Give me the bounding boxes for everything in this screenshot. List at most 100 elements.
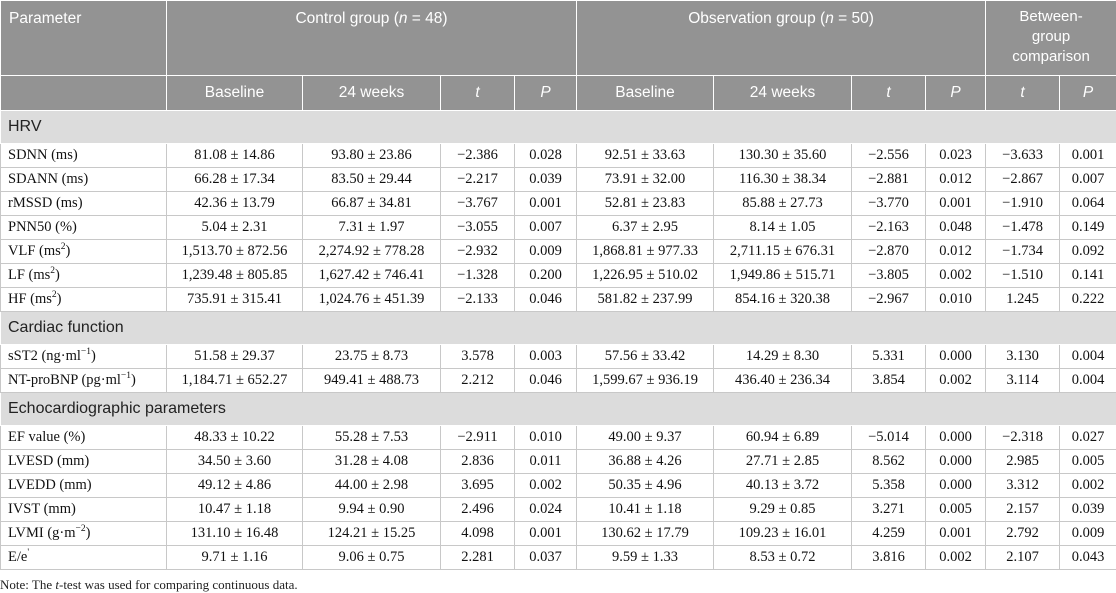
header-subcolumn-empty bbox=[1, 76, 167, 111]
value-cell: 0.001 bbox=[515, 522, 577, 546]
parameter-name: LVMI (g·m bbox=[8, 525, 76, 541]
parameter-unit-superscript: −1 bbox=[81, 347, 91, 357]
parameter-name-cell: rMSSD (ms) bbox=[1, 192, 167, 216]
value-cell: 124.21 ± 15.25 bbox=[303, 522, 441, 546]
results-table: Parameter Control group (n = 48) Observa… bbox=[0, 0, 1116, 570]
value-cell: −2.867 bbox=[986, 168, 1060, 192]
value-cell: 73.91 ± 32.00 bbox=[577, 168, 714, 192]
header-observation-p: P bbox=[926, 76, 986, 111]
value-cell: 0.000 bbox=[926, 345, 986, 369]
value-cell: 0.002 bbox=[926, 264, 986, 288]
value-cell: −3.767 bbox=[441, 192, 515, 216]
value-cell: 2.792 bbox=[986, 522, 1060, 546]
value-cell: 131.10 ± 16.48 bbox=[167, 522, 303, 546]
value-cell: 9.94 ± 0.90 bbox=[303, 498, 441, 522]
value-cell: 0.001 bbox=[926, 522, 986, 546]
value-cell: 0.092 bbox=[1060, 240, 1116, 264]
value-cell: 0.000 bbox=[926, 426, 986, 450]
value-cell: 0.001 bbox=[1060, 144, 1116, 168]
value-cell: 0.039 bbox=[515, 168, 577, 192]
header-row-subcolumns: Baseline 24 weeks t P Baseline 24 weeks … bbox=[1, 76, 1116, 111]
parameter-name-cell: EF value (%) bbox=[1, 426, 167, 450]
value-cell: 0.046 bbox=[515, 288, 577, 312]
value-cell: 0.023 bbox=[926, 144, 986, 168]
value-cell: 0.001 bbox=[515, 192, 577, 216]
section-title: Cardiac function bbox=[1, 312, 1116, 345]
value-cell: 1,868.81 ± 977.33 bbox=[577, 240, 714, 264]
value-cell: 9.06 ± 0.75 bbox=[303, 546, 441, 570]
value-cell: 10.47 ± 1.18 bbox=[167, 498, 303, 522]
value-cell: 0.005 bbox=[926, 498, 986, 522]
value-cell: 0.037 bbox=[515, 546, 577, 570]
value-cell: 2.281 bbox=[441, 546, 515, 570]
header-comparison-p: P bbox=[1060, 76, 1116, 111]
value-cell: 60.94 ± 6.89 bbox=[714, 426, 852, 450]
value-cell: 0.141 bbox=[1060, 264, 1116, 288]
value-cell: 130.30 ± 35.60 bbox=[714, 144, 852, 168]
value-cell: 0.007 bbox=[1060, 168, 1116, 192]
value-cell: 0.064 bbox=[1060, 192, 1116, 216]
header-control-24weeks: 24 weeks bbox=[303, 76, 441, 111]
parameter-unit-superscript: −1 bbox=[121, 371, 131, 381]
value-cell: 0.012 bbox=[926, 240, 986, 264]
value-cell: 4.098 bbox=[441, 522, 515, 546]
value-cell: 0.004 bbox=[1060, 345, 1116, 369]
value-cell: −3.055 bbox=[441, 216, 515, 240]
parameter-name: HF (ms bbox=[8, 291, 52, 307]
value-cell: 85.88 ± 27.73 bbox=[714, 192, 852, 216]
parameter-name: LVESD (mm) bbox=[8, 453, 89, 469]
value-cell: 92.51 ± 33.63 bbox=[577, 144, 714, 168]
parameter-name: SDNN (ms) bbox=[8, 147, 78, 163]
value-cell: 50.35 ± 4.96 bbox=[577, 474, 714, 498]
value-cell: 0.000 bbox=[926, 474, 986, 498]
section-title: Echocardiographic parameters bbox=[1, 393, 1116, 426]
value-cell: −2.163 bbox=[852, 216, 926, 240]
parameter-name-cell: VLF (ms2) bbox=[1, 240, 167, 264]
value-cell: 3.130 bbox=[986, 345, 1060, 369]
value-cell: 2,274.92 ± 778.28 bbox=[303, 240, 441, 264]
header-control-group: Control group (n = 48) bbox=[167, 1, 577, 76]
header-comparison-t: t bbox=[986, 76, 1060, 111]
value-cell: 0.003 bbox=[515, 345, 577, 369]
value-cell: 2.107 bbox=[986, 546, 1060, 570]
value-cell: 81.08 ± 14.86 bbox=[167, 144, 303, 168]
parameter-name-cell: LVESD (mm) bbox=[1, 450, 167, 474]
value-cell: 0.027 bbox=[1060, 426, 1116, 450]
value-cell: 8.53 ± 0.72 bbox=[714, 546, 852, 570]
value-cell: 109.23 ± 16.01 bbox=[714, 522, 852, 546]
parameter-name: E/e bbox=[8, 549, 27, 565]
value-cell: 23.75 ± 8.73 bbox=[303, 345, 441, 369]
value-cell: 0.007 bbox=[515, 216, 577, 240]
value-cell: 0.005 bbox=[1060, 450, 1116, 474]
value-cell: 949.41 ± 488.73 bbox=[303, 369, 441, 393]
section-row: Echocardiographic parameters bbox=[1, 393, 1116, 426]
value-cell: 42.36 ± 13.79 bbox=[167, 192, 303, 216]
value-cell: 0.012 bbox=[926, 168, 986, 192]
value-cell: 83.50 ± 29.44 bbox=[303, 168, 441, 192]
parameter-name-cell: PNN50 (%) bbox=[1, 216, 167, 240]
value-cell: 0.010 bbox=[926, 288, 986, 312]
value-cell: 3.854 bbox=[852, 369, 926, 393]
parameter-name-cell: SDANN (ms) bbox=[1, 168, 167, 192]
value-cell: 93.80 ± 23.86 bbox=[303, 144, 441, 168]
value-cell: 0.009 bbox=[515, 240, 577, 264]
value-cell: 14.29 ± 8.30 bbox=[714, 345, 852, 369]
parameter-name: rMSSD (ms) bbox=[8, 195, 83, 211]
value-cell: −2.911 bbox=[441, 426, 515, 450]
parameter-unit-close: ) bbox=[66, 243, 71, 259]
value-cell: 1,184.71 ± 652.27 bbox=[167, 369, 303, 393]
value-cell: 49.12 ± 4.86 bbox=[167, 474, 303, 498]
parameter-unit-close: ) bbox=[91, 348, 96, 364]
